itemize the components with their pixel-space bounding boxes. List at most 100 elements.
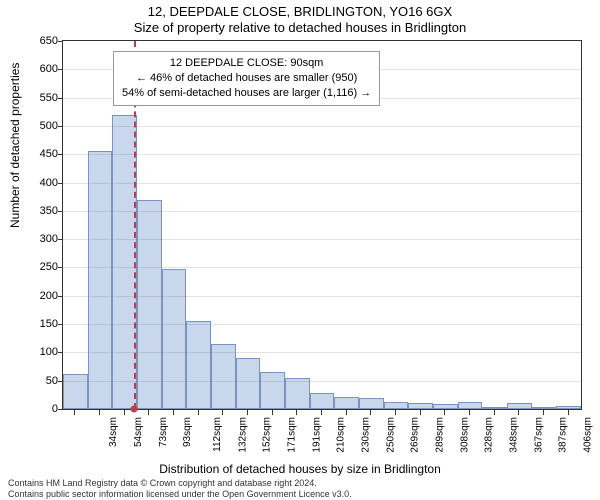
xtick-label: 152sqm — [262, 417, 273, 453]
xtick-label: 112sqm — [212, 417, 223, 452]
title-address: 12, DEEPDALE CLOSE, BRIDLINGTON, YO16 6G… — [0, 4, 600, 19]
title-subtitle: Size of property relative to detached ho… — [0, 20, 600, 35]
gridline — [63, 324, 581, 325]
ytick-label: 350 — [8, 205, 58, 217]
gridline — [63, 183, 581, 184]
ytick-mark — [58, 211, 63, 212]
xtick-mark — [74, 410, 75, 415]
histogram-bar — [236, 358, 261, 409]
xtick-mark — [518, 410, 519, 415]
histogram-bar — [507, 403, 532, 409]
footer-credits: Contains HM Land Registry data © Crown c… — [8, 478, 592, 500]
xtick-mark — [370, 410, 371, 415]
ytick-label: 100 — [8, 346, 58, 358]
gridline — [63, 154, 581, 155]
ytick-mark — [58, 98, 63, 99]
xtick-mark — [222, 410, 223, 415]
ytick-mark — [58, 183, 63, 184]
histogram-bar — [186, 321, 211, 409]
footer-line-1: Contains HM Land Registry data © Crown c… — [8, 478, 592, 489]
xtick-label: 171sqm — [287, 417, 298, 453]
xtick-mark — [124, 410, 125, 415]
xtick-mark — [247, 410, 248, 415]
histogram-bar — [359, 398, 384, 409]
xtick-label: 54sqm — [133, 417, 144, 447]
xtick-label: 132sqm — [237, 417, 248, 453]
ytick-label: 50 — [8, 375, 58, 387]
histogram-bar — [433, 404, 458, 409]
histogram-bar — [285, 378, 310, 409]
gridline — [63, 211, 581, 212]
ytick-mark — [58, 154, 63, 155]
gridline — [63, 267, 581, 268]
histogram-bar — [310, 393, 335, 409]
gridline — [63, 296, 581, 297]
ytick-label: 0 — [8, 403, 58, 415]
xtick-mark — [568, 410, 569, 415]
xtick-mark — [494, 410, 495, 415]
ytick-label: 650 — [8, 35, 58, 47]
xtick-mark — [395, 410, 396, 415]
footer-line-2: Contains public sector information licen… — [8, 489, 592, 500]
xtick-mark — [148, 410, 149, 415]
xtick-mark — [420, 410, 421, 415]
xtick-label: 269sqm — [410, 417, 421, 453]
ytick-mark — [58, 381, 63, 382]
xtick-mark — [99, 410, 100, 415]
ytick-label: 300 — [8, 233, 58, 245]
ytick-mark — [58, 324, 63, 325]
xtick-label: 250sqm — [385, 417, 396, 453]
xtick-label: 406sqm — [583, 417, 594, 453]
plot-area: 12 DEEPDALE CLOSE: 90sqm← 46% of detache… — [62, 40, 582, 410]
histogram-bar — [334, 397, 359, 409]
ytick-label: 150 — [8, 318, 58, 330]
ytick-mark — [58, 41, 63, 42]
xtick-label: 387sqm — [558, 417, 569, 453]
callout-line-1: 12 DEEPDALE CLOSE: 90sqm — [122, 56, 371, 71]
histogram-bar — [137, 200, 162, 409]
callout-line-3: 54% of semi-detached houses are larger (… — [122, 86, 371, 101]
ytick-mark — [58, 239, 63, 240]
histogram-bar — [482, 407, 507, 409]
ytick-mark — [58, 69, 63, 70]
ytick-label: 200 — [8, 290, 58, 302]
histogram-bar — [211, 344, 236, 409]
xtick-mark — [272, 410, 273, 415]
ytick-label: 450 — [8, 148, 58, 160]
ytick-label: 500 — [8, 120, 58, 132]
xtick-mark — [321, 410, 322, 415]
xtick-label: 73sqm — [158, 417, 169, 447]
chart-container: 12, DEEPDALE CLOSE, BRIDLINGTON, YO16 6G… — [0, 0, 600, 500]
histogram-bar — [384, 402, 409, 409]
xtick-label: 348sqm — [509, 417, 520, 453]
xtick-label: 93sqm — [182, 417, 193, 447]
gridline — [63, 381, 581, 382]
histogram-bar — [556, 406, 581, 409]
xtick-mark — [444, 410, 445, 415]
xtick-mark — [543, 410, 544, 415]
xtick-label: 289sqm — [435, 417, 446, 453]
xtick-mark — [198, 410, 199, 415]
gridline — [63, 126, 581, 127]
histogram-bar — [88, 151, 113, 409]
xtick-label: 191sqm — [311, 417, 322, 453]
callout-line-2: ← 46% of detached houses are smaller (95… — [122, 71, 371, 86]
xtick-mark — [469, 410, 470, 415]
xtick-label: 34sqm — [108, 417, 119, 447]
histogram-bar — [532, 407, 557, 409]
xtick-mark — [346, 410, 347, 415]
xtick-label: 308sqm — [459, 417, 470, 453]
xtick-label: 367sqm — [533, 417, 544, 453]
xtick-mark — [173, 410, 174, 415]
marker-dot — [130, 406, 137, 413]
xtick-label: 328sqm — [484, 417, 495, 453]
ytick-mark — [58, 352, 63, 353]
ytick-mark — [58, 267, 63, 268]
xtick-label: 230sqm — [361, 417, 372, 453]
ytick-label: 550 — [8, 92, 58, 104]
histogram-bar — [63, 374, 88, 409]
histogram-bar — [458, 402, 483, 409]
xtick-label: 210sqm — [336, 417, 347, 453]
ytick-label: 250 — [8, 261, 58, 273]
y-axis-label: Number of detached properties — [8, 63, 22, 228]
